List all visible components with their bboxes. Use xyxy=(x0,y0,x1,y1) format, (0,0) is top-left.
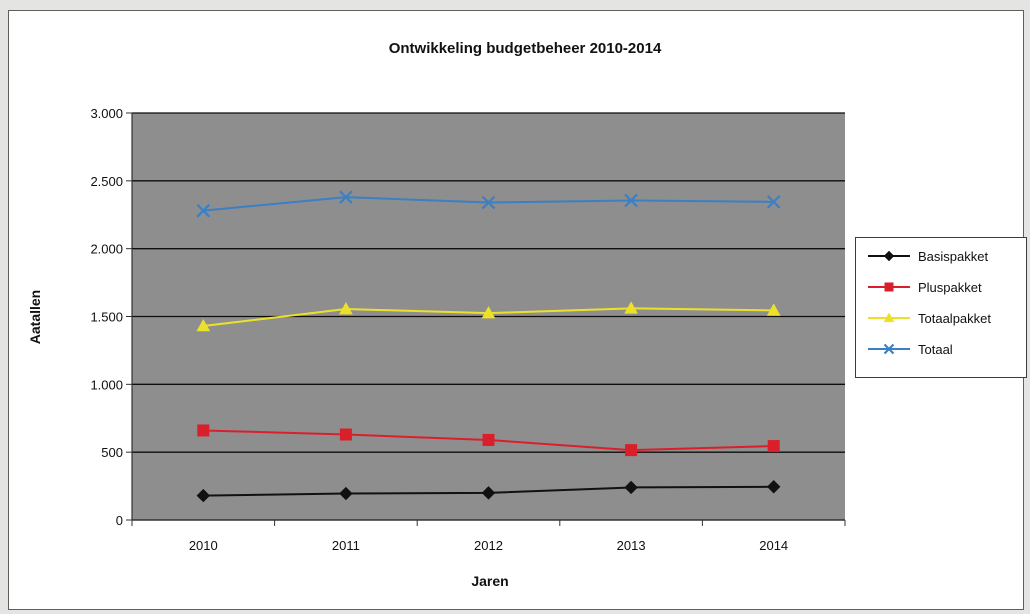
legend-item-basispakket: Basispakket xyxy=(866,244,988,268)
y-tick-label: 2.500 xyxy=(90,174,123,189)
data-point xyxy=(339,486,353,501)
legend-swatch xyxy=(868,312,910,323)
series-group xyxy=(196,190,781,503)
series-pluspakket xyxy=(197,424,780,457)
data-point xyxy=(339,302,353,315)
series-totaal xyxy=(196,190,781,218)
legend-label: Totaal xyxy=(918,341,953,357)
data-point xyxy=(481,306,496,319)
data-point xyxy=(197,424,210,437)
data-point xyxy=(482,433,495,446)
data-point xyxy=(339,190,353,204)
x-tick-label: 2011 xyxy=(332,538,360,553)
legend-item-totaal: Totaal xyxy=(866,337,953,361)
data-point xyxy=(767,440,780,453)
series-totaalpakket xyxy=(196,301,781,332)
y-tick-label: 500 xyxy=(101,445,123,460)
y-tick-label: 0 xyxy=(116,513,123,528)
y-tick-label: 1.500 xyxy=(90,310,123,325)
data-point xyxy=(625,444,638,457)
data-point xyxy=(196,318,211,332)
x-tick-label: 2014 xyxy=(759,538,788,553)
y-axis-label: Aatallen xyxy=(27,290,43,344)
data-point xyxy=(624,193,638,208)
x-tick-label: 2010 xyxy=(189,538,218,553)
x-tick-label: 2012 xyxy=(474,538,503,553)
data-point xyxy=(481,195,496,210)
x-tick-label: 2013 xyxy=(617,538,646,553)
legend-item-totaalpakket: Totaalpakket xyxy=(866,306,991,330)
data-point xyxy=(624,480,638,495)
legend-item-pluspakket: Pluspakket xyxy=(866,275,982,299)
axes: 0 500 1.000 1.500 2.000 2.500 3.000 2010 2011 201… xyxy=(90,106,846,553)
data-point xyxy=(196,488,211,503)
data-point xyxy=(766,195,781,209)
legend-swatch xyxy=(868,250,910,262)
y-tick-label: 1.000 xyxy=(90,377,123,392)
data-point xyxy=(766,303,781,316)
x-axis-label: Jaren xyxy=(471,573,508,589)
legend-label: Totaalpakket xyxy=(918,310,991,326)
data-point xyxy=(339,428,352,441)
data-point xyxy=(481,486,496,500)
legend-label: Basispakket xyxy=(918,248,989,264)
data-point xyxy=(624,301,638,314)
chart-title: Ontwikkeling budgetbeheer 2010-2014 xyxy=(389,40,662,57)
legend: Basispakket Pluspakket Totaalpakket Totaal xyxy=(855,237,1027,378)
data-point xyxy=(766,480,781,494)
data-point xyxy=(196,203,211,218)
legend-swatch xyxy=(868,343,910,355)
y-tick-label: 2.000 xyxy=(90,242,123,257)
y-tick-label: 3.000 xyxy=(90,106,123,121)
legend-swatch xyxy=(868,282,910,292)
series-basispakket xyxy=(196,480,781,503)
legend-label: Pluspakket xyxy=(918,279,982,295)
